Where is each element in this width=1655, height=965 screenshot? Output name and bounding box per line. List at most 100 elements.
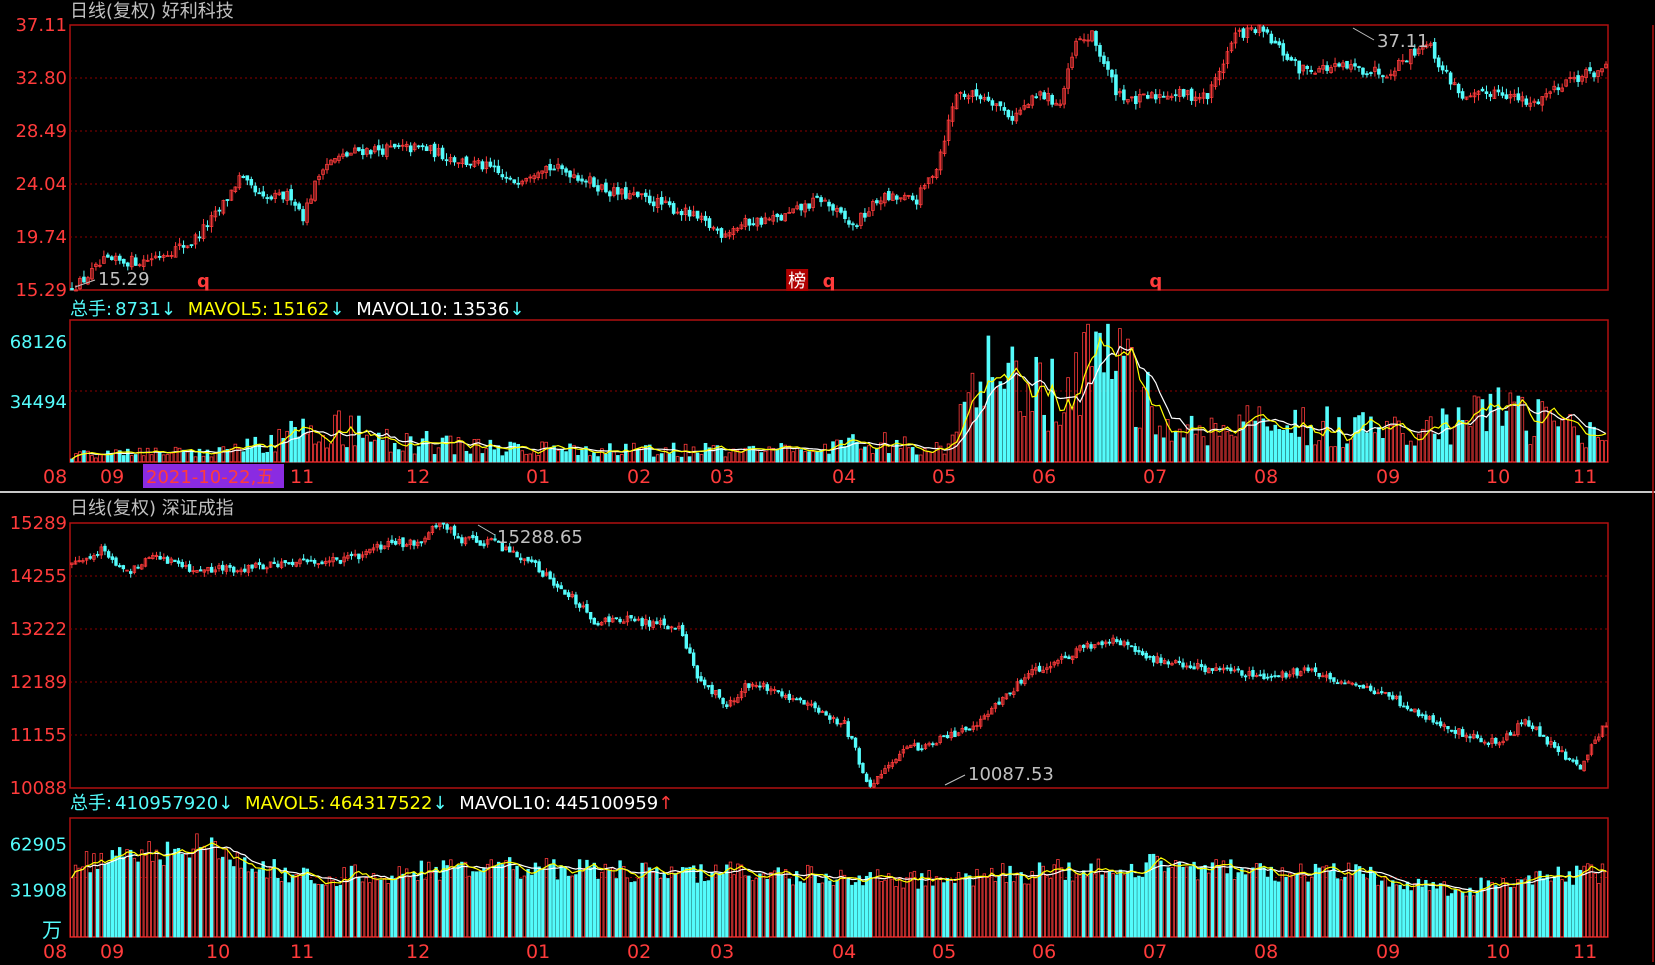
volume-bar — [763, 450, 768, 463]
candle-body — [658, 620, 663, 625]
volume-bar — [931, 885, 935, 938]
bottom-high-label: 15288.65 — [497, 527, 583, 548]
volume-bar — [1277, 429, 1282, 463]
volume-bar — [1452, 425, 1457, 463]
candle-body — [588, 176, 592, 184]
candle-body — [181, 245, 186, 248]
candle-body — [552, 577, 556, 586]
volume-bar — [294, 874, 298, 938]
volume-bar — [1019, 872, 1023, 938]
volume-bar — [806, 864, 810, 938]
volume-bar — [842, 874, 847, 938]
volume-bar — [1030, 411, 1035, 463]
volume-bar — [392, 443, 397, 463]
candle-body — [1002, 107, 1007, 111]
candle-body — [721, 698, 725, 705]
candle-body — [1563, 751, 1568, 760]
volume-bar — [879, 442, 883, 463]
candle-body — [1568, 77, 1572, 79]
volume-bar — [596, 456, 600, 463]
candle-body — [98, 264, 102, 267]
bottom-candles — [70, 522, 1608, 788]
volume-bar — [70, 877, 74, 938]
candle-body — [449, 527, 453, 530]
volume-bar — [305, 433, 309, 463]
volume-bar — [1302, 875, 1307, 938]
rank-marker[interactable]: 榜 — [788, 271, 806, 292]
volume-bar — [325, 447, 329, 463]
candle-body — [1295, 668, 1299, 676]
candle-body — [890, 762, 895, 767]
volume-bar — [1333, 446, 1337, 463]
candle-body — [1082, 39, 1086, 42]
candle-body — [221, 564, 225, 571]
volume-bar — [636, 878, 641, 938]
volume-bar — [1289, 432, 1294, 463]
candle-body — [1014, 112, 1019, 122]
candle-body — [412, 143, 417, 151]
candle-body — [1280, 671, 1285, 678]
candle-body — [1460, 91, 1465, 99]
q-marker[interactable]: q — [823, 271, 836, 292]
candle-body — [1435, 722, 1439, 725]
candle-body — [1597, 736, 1601, 741]
volume-bar — [1446, 895, 1450, 938]
candle-body — [456, 536, 460, 539]
candle-body — [84, 557, 89, 561]
candle-body — [1556, 87, 1560, 91]
volume-bar — [1545, 874, 1549, 938]
candle-body — [659, 197, 664, 205]
volume-bar — [1357, 415, 1361, 463]
candle-body — [335, 557, 339, 560]
candle-body — [1038, 91, 1043, 96]
candle-body — [1093, 644, 1097, 648]
volume-bar — [559, 865, 563, 938]
candle-body — [1023, 677, 1027, 685]
volume-bar — [1192, 861, 1196, 938]
volume-bar — [544, 858, 549, 938]
volume-bar — [1140, 876, 1145, 938]
candle-body — [1306, 667, 1310, 672]
candle-body — [1185, 665, 1189, 668]
candle-body — [751, 223, 756, 226]
candle-body — [1580, 75, 1584, 82]
volume-bar — [1085, 875, 1090, 938]
candle-body — [1512, 93, 1517, 97]
volume-bar — [1249, 420, 1254, 463]
volume-bar — [1552, 420, 1557, 463]
candle-body — [986, 96, 991, 101]
volume-bar — [1472, 395, 1477, 463]
candle-body — [1428, 43, 1433, 46]
volume-bar — [440, 437, 445, 463]
candle-body — [195, 569, 199, 573]
candle-body — [671, 203, 676, 214]
candle-body — [500, 174, 505, 178]
candle-body — [316, 563, 321, 565]
volume-bar — [857, 875, 861, 938]
volume-bar — [162, 864, 166, 938]
q-marker[interactable]: q — [197, 271, 210, 292]
volume-bar — [346, 880, 350, 938]
candle-body — [508, 177, 513, 180]
candle-body — [1538, 726, 1542, 737]
volume-bar — [600, 448, 604, 463]
candle-body — [691, 652, 696, 666]
candle-body — [585, 603, 589, 613]
month-label: 11 — [1573, 941, 1597, 963]
volume-bar — [1420, 886, 1424, 938]
candle-body — [787, 211, 791, 214]
candle-body — [401, 537, 405, 548]
volume-bar — [423, 878, 427, 938]
candle-body — [1483, 741, 1487, 744]
volume-bar — [198, 847, 203, 938]
candle-body — [1523, 719, 1527, 725]
volume-bar — [1100, 874, 1104, 938]
candle-body — [566, 592, 571, 598]
candle-body — [508, 546, 512, 553]
volume-bar — [1500, 425, 1505, 463]
q-marker[interactable]: q — [1149, 271, 1162, 292]
candle-body — [898, 753, 902, 762]
candle-body — [710, 684, 714, 695]
